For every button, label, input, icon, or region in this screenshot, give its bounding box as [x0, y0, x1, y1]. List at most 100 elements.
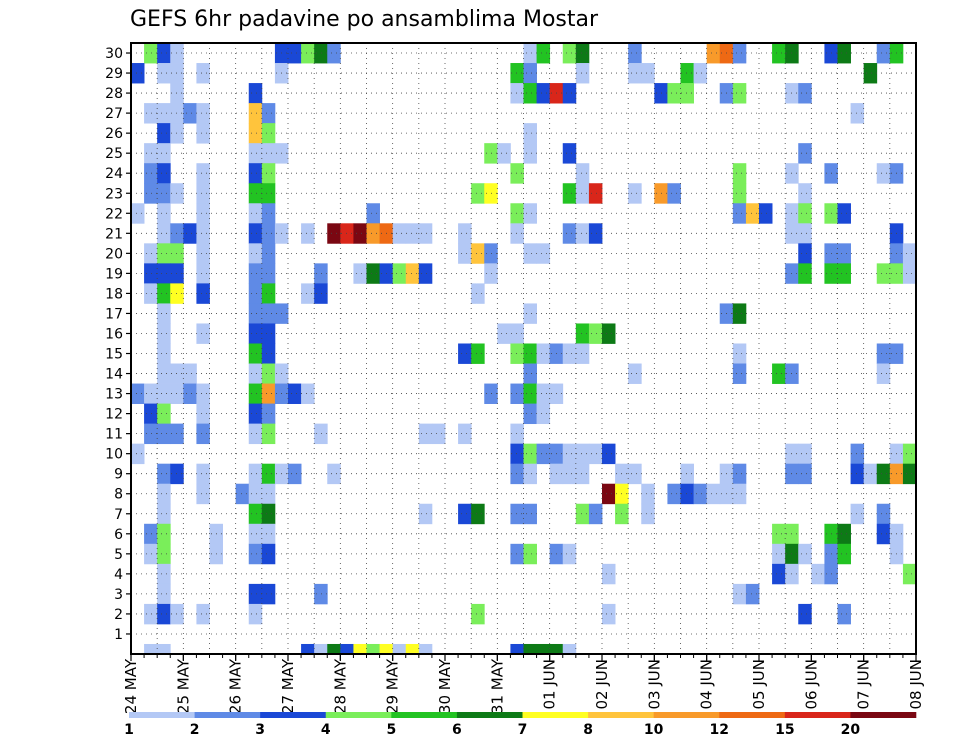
colorbar-label: 8	[583, 722, 593, 738]
heatmap-cell	[183, 103, 197, 124]
x-tick-label: 08 JUN	[907, 659, 925, 709]
x-tick-label: 01 JUN	[541, 659, 559, 709]
heatmap-cell	[575, 43, 590, 64]
heatmap-cell	[418, 223, 433, 244]
heatmap-cell	[157, 543, 171, 565]
heatmap-cell	[366, 223, 380, 244]
heatmap-cell	[641, 483, 655, 505]
heatmap-cell	[628, 363, 642, 384]
heatmap-cell	[562, 643, 577, 654]
heatmap-cell	[523, 63, 537, 84]
heatmap-cell	[510, 643, 524, 654]
heatmap-cell	[732, 203, 747, 224]
x-tick-label: 04 JUN	[698, 659, 716, 709]
heatmap-cell	[706, 43, 721, 64]
heatmap-cell	[418, 503, 433, 525]
heatmap-cell	[628, 63, 642, 84]
heatmap-cell	[772, 543, 786, 565]
heatmap-cell	[562, 143, 577, 164]
heatmap-cell	[876, 363, 891, 384]
heatmap-cell	[157, 43, 171, 64]
heatmap-cell	[248, 163, 263, 184]
heatmap-cell	[667, 483, 681, 505]
heatmap-cell	[837, 43, 851, 64]
heatmap-cell	[248, 223, 263, 244]
heatmap-cell	[392, 643, 407, 654]
x-tick-label: 25 MAY	[174, 658, 192, 714]
heatmap-cell	[340, 223, 354, 244]
heatmap-cell	[196, 203, 210, 224]
heatmap-cell	[131, 63, 145, 84]
heatmap-cell	[157, 603, 171, 625]
y-tick-label: 11	[105, 427, 123, 443]
x-tick-label: 24 MAY	[122, 658, 140, 714]
heatmap-cell	[314, 43, 328, 64]
heatmap-cell	[510, 323, 524, 344]
heatmap-cell	[876, 463, 891, 485]
heatmap-cell	[261, 183, 276, 204]
heatmap-cell	[157, 463, 171, 485]
y-tick-label: 22	[105, 206, 123, 222]
colorbar-label: 12	[710, 722, 729, 738]
heatmap-cell	[196, 423, 210, 445]
heatmap-cell	[144, 43, 158, 64]
heatmap-cell	[876, 43, 891, 64]
heatmap-cell	[458, 343, 472, 364]
heatmap-cell	[144, 603, 158, 625]
heatmap-cell	[850, 443, 865, 465]
heatmap-cell	[235, 483, 250, 505]
heatmap-cell	[196, 243, 210, 264]
heatmap-cell	[157, 523, 171, 545]
x-tick-label: 02 JUN	[593, 659, 611, 709]
y-tick-label: 3	[114, 587, 123, 603]
heatmap-cell	[902, 263, 917, 284]
heatmap-cell	[562, 463, 577, 485]
heatmap-cell	[261, 583, 276, 605]
heatmap-cell	[602, 483, 616, 505]
heatmap-cell	[798, 603, 812, 625]
heatmap-cell	[248, 243, 263, 264]
heatmap-cell	[327, 643, 341, 654]
y-tick-label: 16	[105, 326, 123, 342]
heatmap-cell	[196, 223, 210, 244]
heatmap-cell	[366, 203, 380, 224]
heatmap-cell	[523, 243, 537, 264]
y-tick-label: 4	[114, 567, 123, 583]
heatmap-cell	[144, 643, 158, 654]
heatmap-cell	[850, 103, 865, 124]
heatmap-cell	[759, 203, 773, 224]
heatmap-cell	[772, 363, 786, 384]
heatmap-cell	[196, 123, 210, 144]
heatmap-cell	[261, 143, 276, 164]
heatmap-cell	[706, 483, 721, 505]
heatmap-cell	[510, 343, 524, 364]
heatmap-cell	[523, 83, 537, 104]
heatmap-cell	[641, 63, 655, 84]
colorbar-label: 5	[386, 722, 396, 738]
y-tick-label: 8	[114, 487, 123, 503]
heatmap-cell	[353, 643, 367, 654]
heatmap-cell	[510, 463, 524, 485]
heatmap-cell	[248, 463, 263, 485]
heatmap-cell	[261, 463, 276, 485]
y-tick-label: 13	[105, 387, 123, 403]
heatmap-cell	[157, 123, 171, 144]
heatmap-cell	[588, 323, 603, 344]
heatmap-cell	[510, 63, 524, 84]
heatmap-cell	[732, 483, 747, 505]
y-tick-label: 21	[105, 226, 123, 242]
colorbar-segment	[325, 712, 392, 718]
heatmap-cell	[157, 243, 171, 264]
heatmap-cell	[510, 383, 524, 404]
heatmap-cell	[510, 163, 524, 184]
heatmap-cell	[772, 523, 786, 545]
heatmap-cell	[536, 43, 551, 64]
heatmap-cell	[510, 423, 524, 445]
y-tick-label: 23	[105, 186, 123, 202]
colorbar-segment	[588, 712, 654, 718]
heatmap-cell	[693, 483, 708, 505]
heatmap-cell	[562, 223, 577, 244]
heatmap-cell	[261, 523, 276, 545]
heatmap-cell	[628, 183, 642, 204]
